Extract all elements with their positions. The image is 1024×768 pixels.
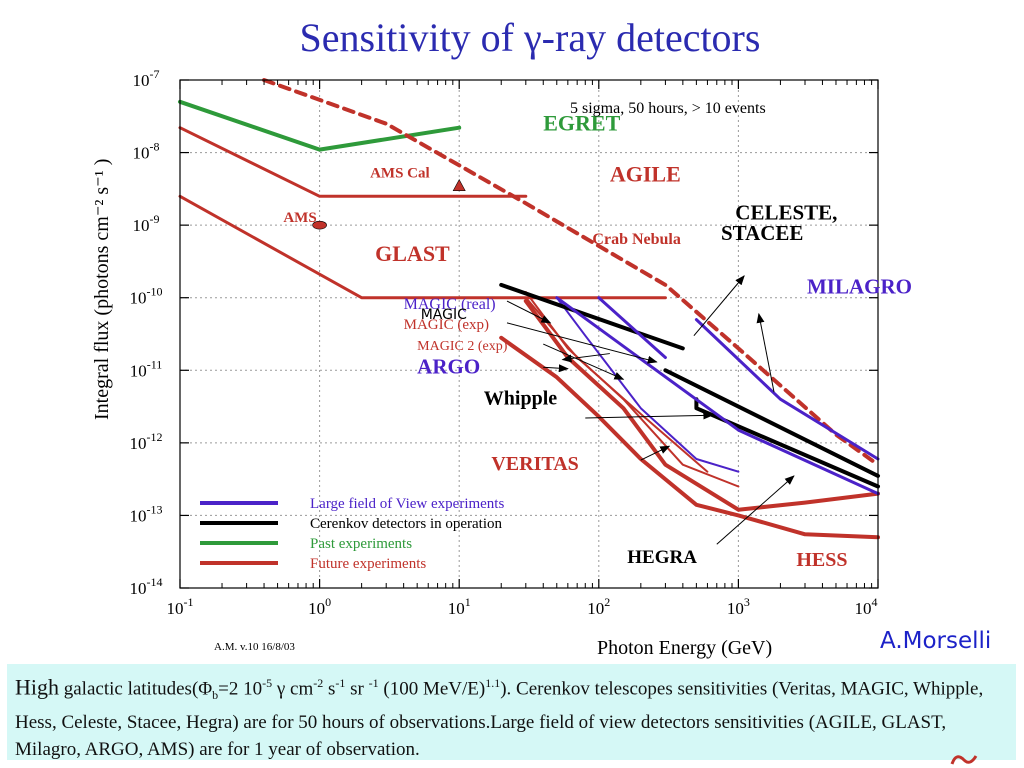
marker-ams <box>312 220 327 230</box>
annotation-arrow <box>716 475 795 545</box>
annotation-arrow <box>561 353 610 363</box>
author-name: A.Morselli <box>880 628 992 654</box>
caption-sup: 1.1 <box>485 676 501 690</box>
caption-sup: -5 <box>262 676 273 690</box>
series-line-magic-exp <box>524 296 709 473</box>
legend-label-past-experiments: Past experiments <box>310 536 412 552</box>
label-veritas: VERITAS <box>491 453 578 475</box>
caption-box: High galactic latitudes(Φb=2 10-5 γ cm-2… <box>7 664 1016 760</box>
version-note: A.M. v.10 16/8/03 <box>214 641 295 653</box>
series-line-egret <box>178 99 462 152</box>
label-celeste: CELESTE, <box>735 200 837 224</box>
markers <box>312 179 466 230</box>
series-line-whipple <box>499 282 685 351</box>
annotation-arrow <box>506 322 658 364</box>
x-tick-label: 101 <box>448 595 471 618</box>
series-labels: EGRET AGILE AMS Cal AMS Crab Nebula GLAST CELE… <box>283 111 912 571</box>
annotation-arrow <box>693 275 745 336</box>
series-line-milagro <box>694 318 880 461</box>
axis-ticks: 10-1 100 101 102 103 104 10-7 10-8 10-9 10-10 10-1… <box>130 67 879 618</box>
x-tick-label: 104 <box>855 595 878 618</box>
caption-text: sr <box>345 678 369 700</box>
label-hegra: HEGRA <box>627 547 697 568</box>
label-glast: GLAST <box>375 241 450 266</box>
label-stacee: STACEE <box>721 221 803 245</box>
y-tick-label: 10-9 <box>133 212 160 235</box>
logo-fragment-icon <box>950 755 978 765</box>
label-crab-nebula: Crab Nebula <box>592 231 680 248</box>
label-whipple: Whipple <box>484 387 557 409</box>
series-line-glast <box>178 194 667 300</box>
caption-sup: -1 <box>335 676 346 690</box>
annotation-arrow <box>756 312 775 393</box>
annotation-arrow <box>543 364 569 373</box>
page-title: Sensitivity of γ-ray detectors <box>299 15 761 60</box>
caption-sup: -2 <box>313 676 324 690</box>
label-magic-real: MAGIC (real) <box>404 296 496 313</box>
series-line-agile <box>178 126 528 198</box>
caption-sup: -1 <box>368 676 379 690</box>
caption-sub: b <box>212 688 219 703</box>
label-magic-exp: MAGIC (exp) <box>404 317 489 333</box>
y-tick-label: 10-12 <box>130 430 163 453</box>
x-axis-label: Photon Energy (GeV) <box>597 637 772 659</box>
label-ams: AMS <box>283 210 316 226</box>
y-tick-label: 10-13 <box>130 502 163 525</box>
series-line-argo <box>597 296 667 359</box>
series-line-celeste-stacee <box>663 368 880 478</box>
legend-label-cerenkov-detectors-in-operation: Cerenkov detectors in operation <box>310 516 503 532</box>
label-agile: AGILE <box>610 161 681 186</box>
caption-text: γ cm <box>272 678 314 700</box>
series-line-hess <box>499 335 880 540</box>
legend: Large field of View experiments Cerenkov … <box>200 496 504 572</box>
series-line-hegra <box>694 397 880 489</box>
y-tick-label: 10-11 <box>130 357 163 380</box>
legend-label-future-experiments: Future experiments <box>310 556 426 572</box>
y-tick-label: 10-14 <box>130 575 163 598</box>
y-tick-label: 10-8 <box>133 140 160 163</box>
label-ams-cal: AMS Cal <box>370 166 430 182</box>
y-tick-label: 10-7 <box>133 67 160 90</box>
series-lines <box>178 78 880 540</box>
label-hess: HESS <box>796 549 847 571</box>
label-milagro: MILAGRO <box>807 274 912 298</box>
legend-label-large-field-of-view-experiments: Large field of View experiments <box>310 496 504 512</box>
x-tick-label: 100 <box>308 595 331 618</box>
caption-text: ). Cerenkov telescopes sensitivities (Ve… <box>15 678 984 761</box>
x-tick-label: 10-1 <box>167 595 194 618</box>
plot-frame <box>179 79 879 589</box>
marker-ams-cal <box>452 179 466 191</box>
x-tick-label: 102 <box>587 595 610 618</box>
grid <box>180 80 878 588</box>
series-line-large-field-of-view-experiments-lower <box>555 296 880 496</box>
annotation-arrow <box>585 411 714 420</box>
sensitivity-chart: 10-1 100 101 102 103 104 10-7 10-8 10-9 10-10 10-1… <box>91 67 912 659</box>
x-tick-label: 103 <box>727 595 750 618</box>
series-line-magic-real <box>555 296 740 473</box>
series-line-veritas <box>523 299 880 512</box>
annotation-arrow <box>640 445 671 461</box>
caption-text: (100 MeV/E) <box>378 678 486 700</box>
annotation-arrows <box>506 275 795 545</box>
annotation-arrow <box>506 300 552 324</box>
condition-note: 5 sigma, 50 hours, > 10 events <box>570 100 766 117</box>
label-magic: MAGIC <box>421 307 467 323</box>
y-tick-label: 10-10 <box>130 285 163 308</box>
label-magic-2-exp: MAGIC 2 (exp) <box>417 339 508 354</box>
annotation-arrow <box>543 343 625 380</box>
label-egret: EGRET <box>543 111 620 136</box>
series-line-crab-nebula <box>262 78 880 467</box>
label-argo: ARGO <box>417 355 480 379</box>
y-axis-label: Integral flux (photons cm⁻² s⁻¹ ) <box>91 159 113 420</box>
caption-text: =2 10 <box>218 678 263 700</box>
caption-text: galactic latitudes(Φ <box>59 678 213 700</box>
caption-lead: High <box>15 674 59 700</box>
caption-text: s <box>323 678 336 700</box>
